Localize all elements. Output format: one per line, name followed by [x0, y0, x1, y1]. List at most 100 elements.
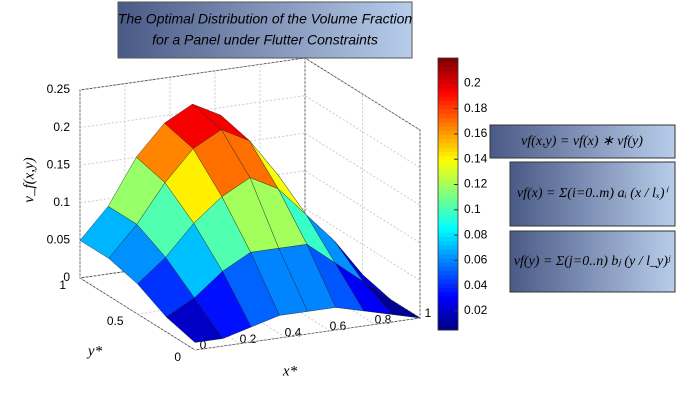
- colorbar-segment: [438, 168, 458, 174]
- grid-line: [79, 90, 196, 351]
- colorbar-segment: [438, 83, 458, 89]
- colorbar-segment: [438, 155, 458, 161]
- colorbar-segment: [438, 270, 458, 276]
- colorbar-tick-label: 0.04: [464, 278, 488, 292]
- z-tick-label: 0: [63, 270, 70, 284]
- colorbar-segment: [438, 138, 458, 144]
- chart-title: for a Panel under Flutter Constraints: [152, 32, 378, 48]
- colorbar-segment: [438, 104, 458, 110]
- colorbar-segment: [438, 87, 458, 93]
- colorbar-segment: [438, 126, 458, 131]
- colorbar-tick-label: 0.06: [464, 253, 488, 267]
- colorbar-segment: [438, 172, 458, 178]
- z-tick-label: 0.2: [53, 120, 70, 134]
- colorbar-segment: [438, 219, 458, 225]
- colorbar-segment: [438, 113, 458, 118]
- colorbar-segment: [438, 240, 458, 246]
- colorbar-segment: [438, 206, 458, 212]
- colorbar-segment: [438, 296, 458, 301]
- colorbar-segment: [438, 62, 458, 67]
- colorbar-segment: [438, 92, 458, 97]
- colorbar-segment: [438, 266, 458, 271]
- colorbar-segment: [438, 291, 458, 297]
- colorbar-segment: [438, 189, 458, 195]
- colorbar-segment: [438, 117, 458, 123]
- x-tick-label: 0.4: [285, 325, 302, 339]
- colorbar-segment: [438, 300, 458, 305]
- colorbar-segment: [438, 96, 458, 101]
- colorbar-segment: [438, 317, 458, 322]
- colorbar-segment: [438, 283, 458, 288]
- colorbar-segment: [438, 79, 458, 84]
- formula: vf(x,y) = vf(x) ∗ vf(y): [521, 134, 643, 149]
- colorbar-segment: [438, 164, 458, 169]
- chart-title: The Optimal Distribution of the Volume F…: [118, 11, 413, 27]
- x-tick-label: 0.6: [330, 319, 347, 333]
- colorbar-tick-label: 0.1: [464, 202, 481, 216]
- colorbar-segment: [438, 245, 458, 250]
- z-tick-label: 0.05: [47, 233, 71, 247]
- colorbar-segment: [438, 215, 458, 220]
- colorbar-segment: [438, 262, 458, 267]
- grid-line: [79, 57, 421, 131]
- colorbar-segment: [438, 100, 458, 106]
- colorbar-tick-label: 0.02: [464, 303, 488, 317]
- colorbar-segment: [438, 185, 458, 191]
- colorbar-segment: [438, 181, 458, 186]
- colorbar-segment: [438, 325, 458, 331]
- colorbar-segment: [438, 304, 458, 310]
- colorbar-segment: [438, 198, 458, 203]
- z-tick-label: 0.1: [53, 195, 70, 209]
- colorbar-segment: [438, 287, 458, 293]
- colorbar-segment: [438, 130, 458, 135]
- x-tick-label: 0.8: [375, 313, 392, 327]
- x-tick-label: 0.2: [240, 332, 257, 346]
- grid-line: [79, 207, 421, 281]
- z-axis-label: v_f(x,y): [21, 157, 37, 202]
- colorbar-tick-label: 0.14: [464, 151, 488, 165]
- formula: vf(x) = Σ(i=0..m) aᵢ (x / lₓ)ⁱ: [517, 186, 670, 201]
- colorbar-frame: [437, 57, 459, 331]
- colorbar-segment: [438, 321, 458, 327]
- colorbar-segment: [438, 223, 458, 229]
- grid-line: [137, 94, 363, 315]
- x-tick-label: 0: [200, 338, 207, 352]
- colorbar-segment: [438, 75, 458, 80]
- colorbar-segment: [438, 249, 458, 254]
- grid-line: [79, 95, 421, 169]
- x-tick-label: 1: [425, 306, 432, 320]
- y-tick-label: 0.5: [107, 314, 124, 328]
- grid-line: [79, 58, 306, 279]
- x-axis-label: x*: [282, 363, 298, 379]
- colorbar-segment: [438, 66, 458, 72]
- colorbar-segment: [438, 109, 458, 114]
- colorbar-segment: [438, 211, 458, 216]
- formula: vf(y) = Σ(j=0..n) bⱼ (y / l_y)ʲ: [514, 254, 671, 269]
- formula-box: [509, 161, 676, 227]
- colorbar-segment: [438, 177, 458, 182]
- y-tick-label: 0: [174, 350, 181, 364]
- colorbar-tick-label: 0.18: [464, 101, 488, 115]
- colorbar-segment: [438, 253, 458, 259]
- colorbar-segment: [438, 160, 458, 165]
- colorbar-tick-label: 0.08: [464, 227, 488, 241]
- colorbar-segment: [438, 121, 458, 127]
- colorbar-tick-label: 0.2: [464, 75, 481, 89]
- colorbar-segment: [438, 279, 458, 284]
- colorbar-segment: [438, 202, 458, 208]
- colorbar-segment: [438, 143, 458, 148]
- formula-box: [509, 230, 676, 293]
- colorbar-segment: [438, 70, 458, 76]
- plot-area: 00.050.10.150.20.250 0.2 0.4 0.6 0.8 100.51: [47, 57, 432, 364]
- grid-line: [194, 130, 421, 351]
- colorbar-segment: [438, 134, 458, 140]
- colorbar-segment: [438, 58, 458, 63]
- colorbar-segment: [438, 228, 458, 233]
- z-tick-label: 0.25: [47, 82, 71, 96]
- formula-box: [489, 124, 676, 159]
- y-tick-label: 1: [59, 278, 66, 292]
- colorbar-segment: [438, 147, 458, 152]
- colorbar-segment: [438, 274, 458, 280]
- colorbar-segment: [438, 308, 458, 314]
